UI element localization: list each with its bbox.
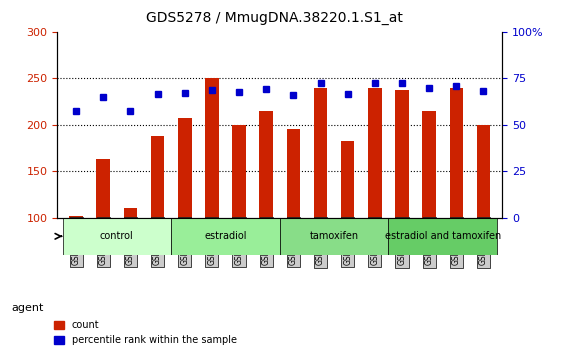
- Text: control: control: [100, 231, 134, 241]
- Text: estradiol and tamoxifen: estradiol and tamoxifen: [385, 231, 501, 241]
- Text: tamoxifen: tamoxifen: [309, 231, 359, 241]
- Bar: [63, 218, 171, 255]
- Bar: [171, 218, 280, 255]
- Bar: [388, 218, 497, 255]
- Bar: [341, 141, 355, 218]
- Bar: [205, 78, 219, 218]
- Bar: [178, 118, 191, 218]
- Bar: [96, 159, 110, 218]
- Bar: [477, 125, 490, 218]
- Bar: [259, 111, 273, 218]
- Bar: [395, 90, 409, 218]
- Text: GDS5278 / MmugDNA.38220.1.S1_at: GDS5278 / MmugDNA.38220.1.S1_at: [146, 11, 403, 25]
- Bar: [313, 88, 327, 218]
- Bar: [287, 129, 300, 218]
- Text: agent: agent: [11, 303, 44, 313]
- Bar: [151, 136, 164, 218]
- Bar: [368, 88, 381, 218]
- Bar: [423, 111, 436, 218]
- Bar: [280, 218, 388, 255]
- Bar: [69, 216, 83, 218]
- Bar: [232, 125, 246, 218]
- Bar: [449, 88, 463, 218]
- Text: estradiol: estradiol: [204, 231, 247, 241]
- Bar: [124, 209, 137, 218]
- Legend: count, percentile rank within the sample: count, percentile rank within the sample: [51, 316, 241, 349]
